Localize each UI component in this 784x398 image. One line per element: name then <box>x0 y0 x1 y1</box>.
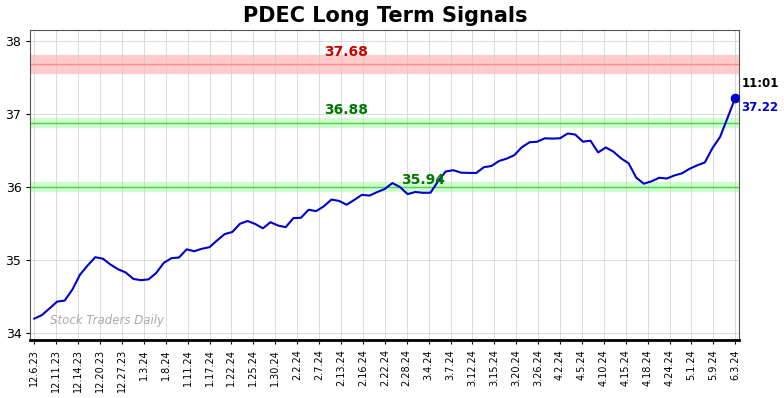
Bar <box>31 55 739 73</box>
Bar <box>31 182 739 191</box>
Text: 37.68: 37.68 <box>324 45 368 59</box>
Text: Stock Traders Daily: Stock Traders Daily <box>49 314 164 327</box>
Text: 35.94: 35.94 <box>401 173 445 187</box>
Point <box>729 95 742 101</box>
Text: 36.88: 36.88 <box>324 103 368 117</box>
Bar <box>31 118 739 127</box>
Text: 37.22: 37.22 <box>742 101 779 115</box>
Title: PDEC Long Term Signals: PDEC Long Term Signals <box>242 6 527 25</box>
Text: 11:01: 11:01 <box>742 78 779 90</box>
